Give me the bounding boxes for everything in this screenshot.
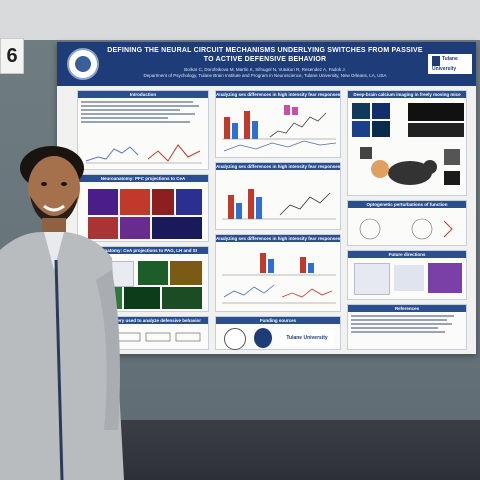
sex-diff-context-heading: Analyzing sex differences in high intens…	[216, 163, 340, 170]
extinction-charts	[222, 253, 336, 304]
histology-image	[162, 287, 202, 309]
calcium-image	[372, 121, 390, 137]
schematic-diagram	[394, 265, 424, 291]
references-panel: References	[347, 304, 467, 350]
funder-seal-icon	[224, 328, 246, 350]
shield-icon	[432, 56, 440, 66]
university-logo-text: Tulane University	[432, 56, 458, 72]
funding-logo: Tulane University	[280, 329, 334, 347]
brain-slice-image	[88, 217, 118, 239]
lab-seal-icon	[67, 48, 99, 80]
optogenetics-schematic	[359, 218, 453, 240]
references-heading: References	[348, 305, 466, 312]
pfc-projections-panel: Neuroanatomy: PFC projections to CeA	[77, 174, 209, 242]
context-charts	[222, 189, 336, 220]
calcium-image	[352, 121, 370, 137]
research-poster: DEFINING THE NEURAL CIRCUIT MECHANISMS U…	[57, 42, 476, 354]
histology-image	[428, 263, 462, 293]
affiliation-line: Department of Psychology, Tulane Brain I…	[143, 73, 387, 78]
references-text	[351, 315, 463, 333]
funder-seal-icon	[254, 328, 272, 348]
histology-image	[170, 261, 202, 285]
brain-slice-image	[120, 217, 150, 239]
funding-panel: Funding sources Tulane University	[215, 316, 341, 350]
pag-projections-heading: Neuroanatomy: CeA projections to PAG, LH…	[78, 247, 208, 254]
poster-title: DEFINING THE NEURAL CIRCUIT MECHANISMS U…	[107, 47, 423, 63]
calcium-image	[372, 103, 390, 119]
board-number-sign: 6	[0, 38, 24, 74]
behavioral-battery-heading: Behavioral battery used to analyze defen…	[78, 317, 208, 324]
sex-diff-conditioning-heading: Analyzing sex differences in high intens…	[216, 91, 340, 98]
brain-slice-image	[88, 189, 118, 215]
future-directions-panel: Future directions	[347, 250, 467, 300]
poster-header: DEFINING THE NEURAL CIRCUIT MECHANISMS U…	[57, 42, 476, 86]
introduction-panel: Introduction	[77, 90, 209, 170]
histology-image	[124, 287, 160, 309]
presenter-person	[0, 146, 124, 480]
calcium-trace-image	[408, 103, 464, 121]
sex-diff-extinction-panel: Analyzing sex differences in high intens…	[215, 234, 341, 312]
circuit-diagram	[354, 263, 390, 295]
calcium-trace-image	[408, 123, 464, 137]
sex-diff-conditioning-panel: Analyzing sex differences in high intens…	[215, 90, 341, 158]
sex-diff-extinction-heading: Analyzing sex differences in high intens…	[216, 235, 340, 242]
conditioning-charts	[222, 105, 337, 152]
introduction-heading: Introduction	[78, 91, 208, 98]
introduction-figure	[85, 144, 202, 164]
optogenetics-heading: Optogenetic perturbations of function	[348, 201, 466, 208]
calcium-imaging-panel: Deep-brain calcium imaging in freely mov…	[347, 90, 467, 196]
calcium-image	[352, 103, 370, 119]
pfc-projections-heading: Neuroanatomy: PFC projections to CeA	[78, 175, 208, 182]
ceiling-wall	[0, 0, 480, 40]
histology-image	[138, 261, 168, 285]
authors-line: Borkar C, Dorofeikova M, Martin K, Sifnu…	[184, 67, 346, 72]
introduction-text	[81, 101, 205, 123]
brain-slice-image	[120, 189, 150, 215]
brain-slice-image	[152, 217, 202, 239]
optogenetics-panel: Optogenetic perturbations of function	[347, 200, 467, 246]
calcium-imaging-heading: Deep-brain calcium imaging in freely mov…	[348, 91, 466, 98]
brain-slice-image	[176, 189, 202, 215]
mouse-illustration	[360, 147, 460, 185]
sex-diff-context-panel: Analyzing sex differences in high intens…	[215, 162, 341, 230]
university-logo: Tulane University	[428, 54, 472, 74]
future-directions-heading: Future directions	[348, 251, 466, 258]
poster-authors: Borkar C, Dorofeikova M, Martin K, Sifnu…	[105, 67, 425, 79]
funding-heading: Funding sources	[216, 317, 340, 324]
brain-slice-image	[152, 189, 174, 215]
